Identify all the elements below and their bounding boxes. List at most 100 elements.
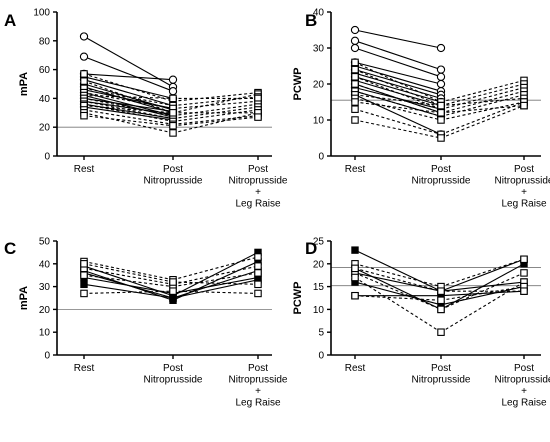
series-line-segment [172,265,259,285]
series-line-segment [83,103,174,120]
y-tick-label: 40 [39,94,51,105]
x-tick-label: Nitroprusside [229,375,288,386]
y-tick-label: 40 [39,259,51,270]
data-point-open-square [169,109,177,117]
x-tick-label: Nitroprusside [495,375,550,386]
data-point-open-square [520,269,528,277]
y-tick-label: 0 [318,152,324,163]
y-tick-label: 15 [313,282,325,293]
series-line-segment [354,272,442,310]
series-line-segment [354,61,442,103]
y-tick-label: 20 [39,123,51,134]
series-line-segment [440,105,525,139]
x-tick-label: Post [248,164,268,175]
x-tick-label: Rest [74,164,95,175]
data-point-circle [436,65,446,74]
series-line-segment [172,290,259,294]
series-line-segment [83,276,174,294]
x-tick-label: Nitroprusside [144,375,203,386]
y-tick-label: 20 [313,259,325,270]
data-point-circle [168,87,178,96]
series-line-segment [83,79,174,107]
data-point-open-square [351,291,359,300]
y-axis-label: mPA [18,286,30,310]
data-point-open-square [437,134,445,142]
data-point-circle [436,79,446,89]
series-line-segment [440,286,525,306]
y-tick-label: 100 [33,8,50,19]
data-point-open-square [351,65,359,74]
x-tick-label: Nitroprusside [144,176,203,187]
x-tick-label: Leg Raise [235,199,280,210]
series-line-segment [354,119,442,139]
series-markers [350,25,528,142]
series-line-segment [354,65,442,92]
x-tick-label: Rest [74,363,95,374]
data-point-open-square [351,58,359,67]
data-point-open-square [169,287,177,295]
series-line-segment [83,97,174,112]
data-point-open-square [80,111,88,120]
series-line-segment [440,290,525,297]
series-line-segment [83,105,174,114]
panel-label: A [4,11,16,30]
y-tick-label: 40 [313,8,325,19]
y-tick-label: 10 [313,116,325,127]
data-point-open-square [254,280,262,289]
series-line-segment [354,61,442,85]
x-tick-label: Nitroprusside [229,176,288,187]
data-point-open-square [254,262,262,270]
series-line-segment [172,279,259,299]
series-line-segment [83,112,174,134]
y-tick-label: 0 [318,351,324,362]
x-tick-label: Post [431,164,451,175]
series-lines [83,251,259,301]
series-line-segment [172,112,259,134]
data-point-open-square [351,273,359,282]
series-line-segment [440,101,525,135]
data-point-open-square [80,70,88,78]
data-point-open-square [80,271,88,279]
data-point-open-square [169,94,177,103]
series-line-segment [172,272,259,288]
data-point-open-square [351,80,359,88]
x-tick-label: + [521,386,527,397]
data-point-circle [168,75,178,84]
data-point-circle [350,25,360,35]
series-line-segment [83,106,174,121]
y-tick-label: 0 [44,351,50,362]
x-tick-label: Leg Raise [235,398,280,409]
series-markers [80,248,262,304]
x-tick-label: Post [163,164,183,175]
series-line-segment [354,249,442,292]
x-tick-label: Post [514,363,534,374]
y-tick-label: 20 [39,305,51,316]
data-point-open-square [520,255,528,263]
series-line-segment [440,105,525,114]
y-tick-label: 60 [39,65,51,76]
data-point-open-square [437,305,445,314]
x-tick-label: Nitroprusside [412,375,471,386]
y-tick-label: 50 [39,237,51,248]
data-point-open-square [351,264,359,273]
series-line-segment [83,290,174,294]
data-point-open-square [437,109,445,117]
data-point-open-square [80,260,88,268]
series-line-segment [83,103,174,122]
series-line-segment [354,76,442,103]
series-line-segment [354,94,442,135]
series-line-segment [83,80,174,114]
series-line-segment [83,86,174,114]
series-line-segment [440,281,525,292]
data-point-open-square [80,77,88,85]
series-line-segment [83,73,174,81]
series-line-segment [354,267,442,310]
data-point-open-square [254,253,262,261]
x-tick-label: + [521,187,527,198]
data-point-open-square [437,101,445,110]
series-line-segment [354,94,442,107]
data-point-circle [350,43,360,53]
